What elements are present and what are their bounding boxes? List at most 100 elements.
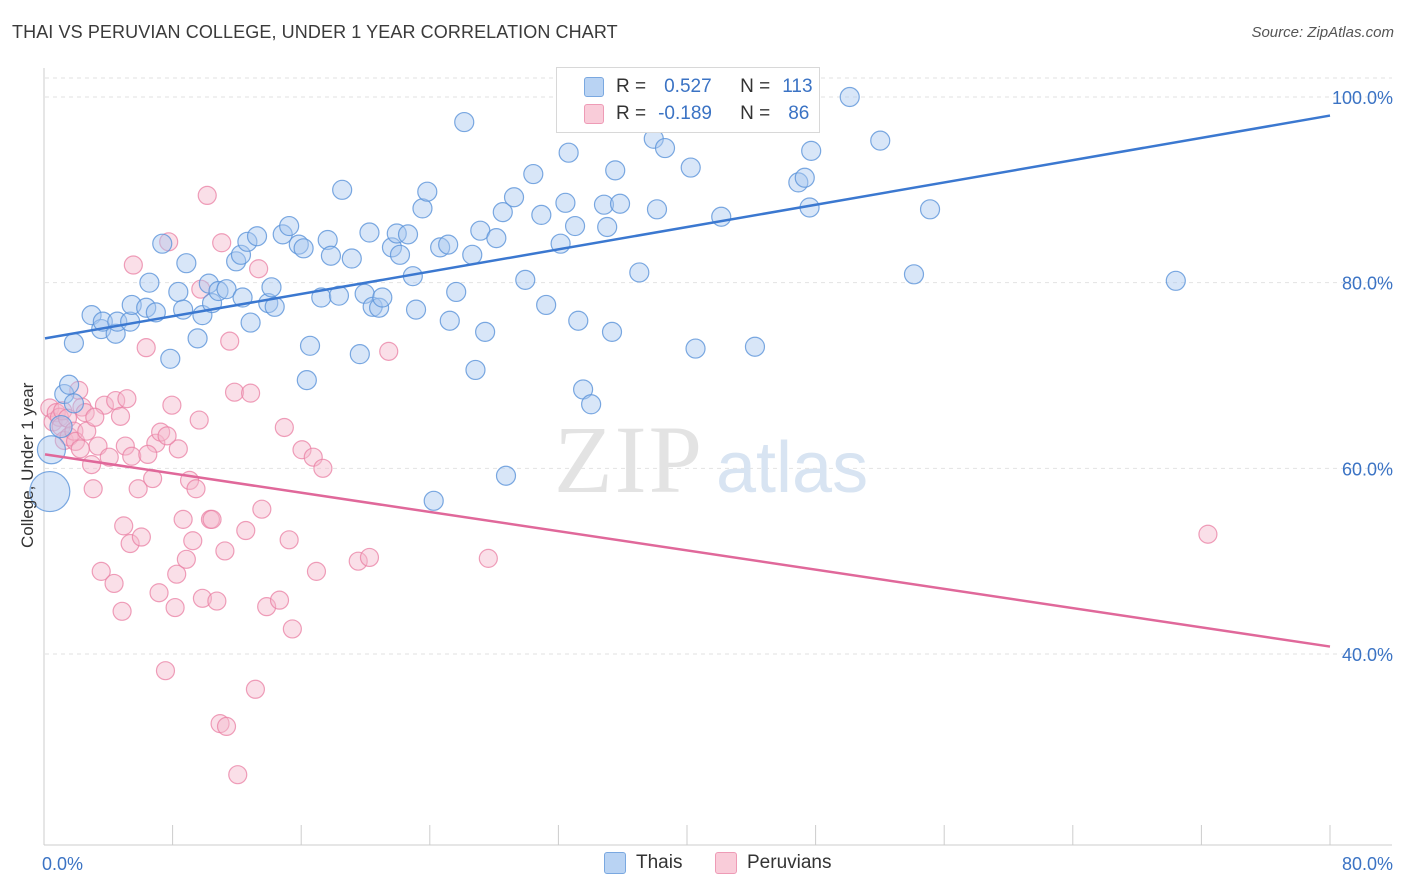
thais-point xyxy=(349,344,370,365)
thais-point xyxy=(63,393,85,414)
thais-point xyxy=(311,287,332,308)
thais-point xyxy=(439,310,460,331)
thais-point xyxy=(29,470,71,513)
thais-point xyxy=(317,229,338,251)
thais-point xyxy=(417,181,438,202)
thais-point xyxy=(423,490,444,511)
watermark-atlas: atlas xyxy=(716,428,868,508)
thais-point xyxy=(341,248,362,269)
thais-point xyxy=(495,465,517,486)
thais-point xyxy=(654,137,676,159)
thais-point xyxy=(430,237,451,258)
thais-point xyxy=(81,305,102,326)
peruvians-point xyxy=(157,426,177,446)
thais-point xyxy=(801,140,822,161)
peruvians-point xyxy=(306,561,327,581)
thais-point xyxy=(919,199,941,220)
thais-point xyxy=(187,328,208,349)
thais-point xyxy=(523,163,544,185)
thais-point xyxy=(536,294,557,316)
thais-point xyxy=(136,297,157,318)
y-tick-label: 100.0% xyxy=(1332,88,1393,108)
thais-point xyxy=(903,264,925,285)
peruvians-point xyxy=(138,444,158,465)
thais-point xyxy=(359,222,380,243)
peruvians-point xyxy=(122,446,142,466)
peruvians-point xyxy=(207,591,227,611)
peruvians-point xyxy=(269,590,290,610)
thais-point xyxy=(372,287,393,308)
bottom-legend-label-peruvians: Peruvians xyxy=(747,852,832,873)
thais-point xyxy=(531,204,552,225)
thais-point xyxy=(794,167,815,188)
legend-r-value: -0.189 xyxy=(658,103,712,124)
peruvians-point xyxy=(165,597,185,618)
thais-points xyxy=(29,86,1186,513)
peruvians-point xyxy=(236,520,256,541)
peruvians-point xyxy=(85,407,105,427)
peruvians-point xyxy=(83,479,103,499)
peruvians-point xyxy=(228,765,248,785)
thais-point xyxy=(609,193,631,214)
legend-n-value: 86 xyxy=(788,103,810,124)
peruvians-point xyxy=(252,499,272,519)
axes xyxy=(43,68,1392,846)
peruvians-point xyxy=(99,447,119,467)
thais-point xyxy=(680,157,701,178)
peruvians-point xyxy=(117,389,137,409)
peruvians-point xyxy=(136,338,156,358)
thais-point xyxy=(685,338,706,359)
thais-point xyxy=(299,335,321,356)
peruvians-point xyxy=(146,433,166,453)
bottom-legend-peruvians: Peruvians xyxy=(715,852,832,874)
bottom-legend-swatch-peruvians xyxy=(715,852,737,874)
peruvians-point xyxy=(224,382,245,402)
thais-point xyxy=(397,224,419,245)
thais-point xyxy=(168,281,189,303)
peruvians-point xyxy=(183,531,203,551)
thais-point xyxy=(629,262,650,283)
thais-point xyxy=(261,277,282,298)
peruvians-point xyxy=(115,436,135,456)
peruvians-point xyxy=(128,479,148,499)
thais-point xyxy=(564,215,586,237)
thais-point xyxy=(597,216,618,238)
thais-point xyxy=(646,199,668,220)
legend-r-label: R = xyxy=(616,103,647,124)
peruvians-point xyxy=(81,455,102,475)
thais-point xyxy=(454,111,475,133)
thais-point xyxy=(1165,270,1186,291)
thais-point xyxy=(332,179,353,200)
legend-n-value: 113 xyxy=(782,76,813,97)
thais-point xyxy=(63,332,85,354)
thais-trend-line xyxy=(44,114,1331,340)
bottom-legend-thais: Thais xyxy=(604,852,682,874)
thais-point xyxy=(412,198,433,219)
peruvians-point xyxy=(186,479,206,499)
thais-point xyxy=(49,414,73,439)
thais-point xyxy=(216,279,237,300)
legend-n-label: N = xyxy=(740,76,771,97)
peruvians-point xyxy=(112,601,132,621)
stats-legend: R = 0.527 N = 113 R = -0.189 N = 86 xyxy=(556,67,820,133)
thais-point xyxy=(446,281,467,303)
peruvians-point xyxy=(173,509,193,529)
peruvians-point xyxy=(114,516,134,536)
thais-point xyxy=(139,272,160,293)
thais-point xyxy=(515,269,536,290)
thais-point xyxy=(839,86,860,108)
legend-swatch-peruvians xyxy=(584,104,604,124)
thais-point xyxy=(389,244,411,265)
peruvians-point xyxy=(292,440,312,460)
thais-point xyxy=(438,234,459,255)
peruvians-point xyxy=(189,410,209,430)
thais-point xyxy=(605,160,626,181)
x-tick-label: 80.0% xyxy=(1342,854,1393,874)
y-tick-label: 80.0% xyxy=(1342,274,1393,294)
thais-point xyxy=(176,253,197,274)
peruvians-point xyxy=(215,541,235,561)
thais-point xyxy=(296,370,317,391)
thais-point xyxy=(272,224,293,245)
peruvians-trend-line xyxy=(44,453,1331,648)
